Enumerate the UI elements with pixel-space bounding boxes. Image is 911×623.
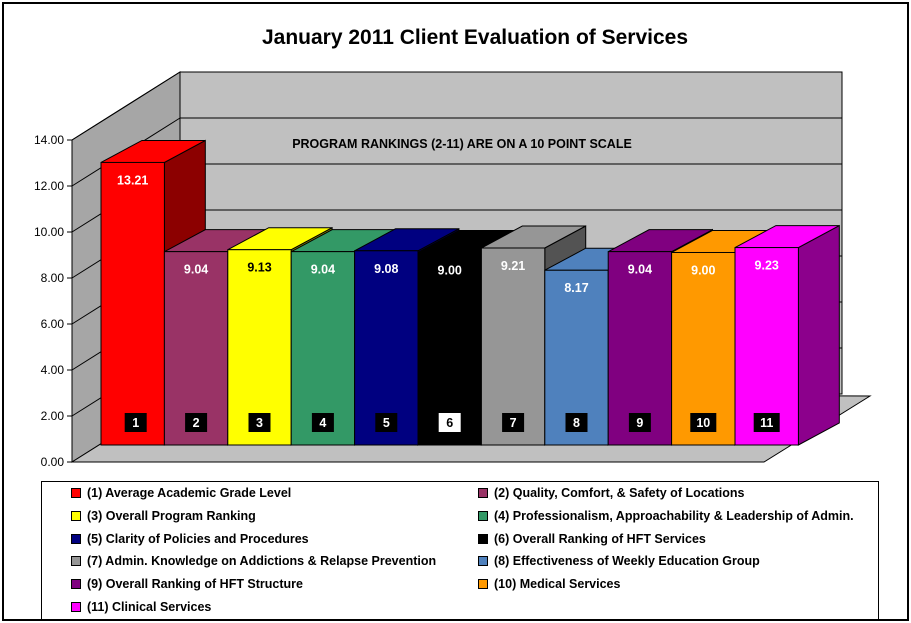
- category-label: 4: [319, 416, 326, 430]
- y-tick-label: 2.00: [41, 409, 65, 423]
- legend-item: (7) Admin. Knowledge on Addictions & Rel…: [71, 554, 436, 568]
- legend-label: (8) Effectiveness of Weekly Education Gr…: [494, 554, 760, 569]
- bar-front: [290, 251, 356, 446]
- bar-front: [227, 249, 292, 446]
- bars: 13.21 1 9.04 2 9.13 3 9.04 4 9.08 5 9.00 6 9.21 7 8.17…: [100, 139, 840, 446]
- legend-label: (5) Clarity of Policies and Procedures: [87, 531, 309, 546]
- legend-item: (3) Overall Program Ranking: [71, 509, 256, 523]
- bar-front: [354, 250, 419, 446]
- bar-front: [100, 161, 165, 446]
- legend-swatch: [71, 533, 81, 544]
- category-box: [690, 413, 717, 432]
- value-label: 13.21: [117, 173, 148, 187]
- legend-item: (4) Professionalism, Approachability & L…: [478, 509, 854, 523]
- bar-chart: January 2011 Client Evaluation of Servic…: [34, 26, 872, 469]
- legend-item: (11) Clinical Services: [71, 600, 211, 614]
- legend-swatch: [478, 579, 488, 590]
- legend-item: (9) Overall Ranking of HFT Structure: [71, 577, 303, 591]
- y-tick-label: 14.00: [34, 133, 64, 147]
- legend-item: (10) Medical Services: [478, 577, 620, 591]
- category-box: [248, 413, 271, 432]
- y-tick-label: 8.00: [41, 271, 65, 285]
- legend-label: (9) Overall Ranking of HFT Structure: [87, 577, 304, 592]
- bar-front: [163, 251, 229, 446]
- legend: (1) Average Academic Grade Level (2) Qual…: [41, 481, 879, 620]
- category-label: 7: [510, 416, 517, 430]
- category-label: 9: [636, 416, 643, 430]
- value-label: 9.23: [755, 259, 779, 273]
- bar-front: [417, 251, 482, 446]
- legend-swatch: [478, 488, 488, 498]
- y-tick-label: 12.00: [34, 179, 64, 193]
- legend-swatch: [71, 556, 81, 567]
- bar-11: 9.23 11: [734, 224, 840, 446]
- legend-swatch: [71, 579, 81, 590]
- legend-item: (2) Quality, Comfort, & Safety of Locati…: [478, 486, 744, 500]
- scale-annotation: PROGRAM RANKINGS (2-11) ARE ON A 10 POIN…: [292, 137, 632, 151]
- legend-swatch: [478, 533, 488, 544]
- legend-swatch: [478, 556, 488, 567]
- legend-item: (5) Clarity of Policies and Procedures: [71, 532, 309, 546]
- legend-label: (3) Overall Program Ranking: [87, 508, 256, 523]
- value-label: 9.04: [311, 263, 335, 277]
- y-tick-label: 6.00: [41, 317, 65, 331]
- gridline-side: [71, 71, 181, 141]
- bar-front: [734, 247, 799, 446]
- category-box: [375, 413, 398, 432]
- legend-swatch: [71, 488, 81, 498]
- legend-label: (7) Admin. Knowledge on Addictions & Rel…: [87, 554, 437, 569]
- y-tick-label: 10.00: [34, 225, 64, 239]
- category-label: 2: [193, 416, 200, 430]
- legend-label: (1) Average Academic Grade Level: [87, 486, 292, 500]
- category-label: 6: [446, 416, 453, 430]
- category-label: 1: [132, 416, 139, 430]
- legend-label: (2) Quality, Comfort, & Safety of Locati…: [494, 486, 745, 500]
- legend-item: (8) Effectiveness of Weekly Education Gr…: [478, 554, 760, 568]
- category-box: [565, 413, 588, 432]
- value-label: 9.04: [628, 263, 652, 277]
- category-label: 10: [696, 416, 710, 430]
- legend-label: (6) Overall Ranking of HFT Services: [494, 531, 706, 546]
- legend-item: (1) Average Academic Grade Level: [71, 486, 291, 500]
- legend-swatch: [71, 602, 81, 612]
- y-tick-label: 4.00: [41, 363, 65, 377]
- category-box: [628, 413, 651, 432]
- y-tick-label: 0.00: [41, 455, 65, 469]
- category-box: [502, 413, 525, 432]
- category-label: 8: [573, 416, 580, 430]
- value-label: 9.00: [691, 263, 715, 277]
- bar-side: [797, 224, 840, 446]
- legend-swatch: [71, 510, 81, 521]
- y-axis: 0.00 2.00 4.00 6.00 8.00 10.00 12.00 14.00: [34, 133, 73, 469]
- legend-label: (10) Medical Services: [494, 577, 621, 592]
- value-label: 9.08: [374, 262, 398, 276]
- bar-front: [671, 251, 736, 446]
- bar-front: [480, 247, 546, 446]
- category-box: [185, 413, 208, 432]
- value-label: 8.17: [564, 281, 588, 295]
- category-box: [311, 413, 334, 432]
- value-label: 9.21: [501, 259, 525, 273]
- value-label: 9.00: [438, 263, 462, 277]
- category-box: [438, 413, 461, 432]
- legend-swatch: [478, 510, 488, 521]
- legend-label: (11) Clinical Services: [87, 600, 212, 614]
- category-label: 5: [383, 416, 390, 430]
- value-label: 9.04: [184, 263, 208, 277]
- chart-title: January 2011 Client Evaluation of Servic…: [262, 26, 688, 49]
- category-box: [124, 413, 147, 432]
- legend-item: (6) Overall Ranking of HFT Services: [478, 532, 706, 546]
- category-label: 11: [760, 416, 773, 430]
- legend-label: (4) Professionalism, Approachability & L…: [494, 508, 854, 523]
- category-box: [753, 413, 780, 432]
- value-label: 9.13: [247, 261, 271, 275]
- category-label: 3: [256, 416, 263, 430]
